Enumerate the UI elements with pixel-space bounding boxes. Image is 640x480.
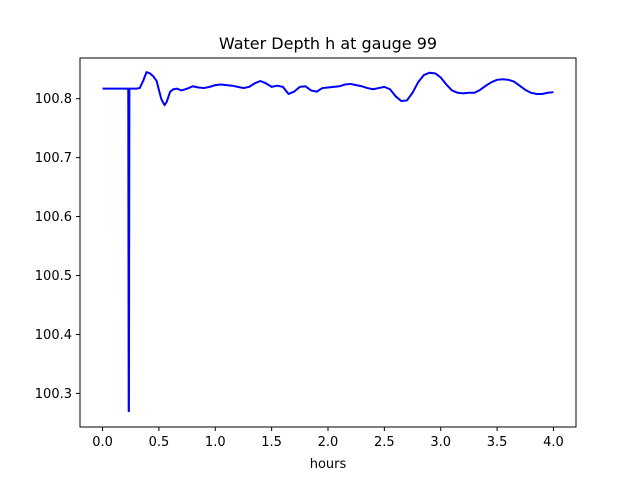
x-tick-label: 0.5 — [149, 435, 170, 450]
x-tick-label: 2.5 — [374, 435, 395, 450]
x-tick-label: 3.5 — [487, 435, 508, 450]
x-tick-label: 4.0 — [543, 435, 564, 450]
plot-area — [102, 71, 554, 413]
y-tick-label: 100.4 — [35, 328, 72, 343]
y-tick-label: 100.3 — [35, 387, 72, 402]
y-tick-label: 100.5 — [35, 269, 72, 284]
x-tick-label: 1.5 — [261, 435, 282, 450]
y-axis: 100.3 100.4 100.5 100.6 100.7 100.8 — [35, 92, 80, 402]
y-tick-label: 100.6 — [35, 210, 72, 225]
x-axis: 0.0 0.5 1.0 1.5 2.0 2.5 3.0 3.5 4.0 — [92, 427, 564, 450]
x-axis-label: hours — [310, 457, 347, 472]
chart-title: Water Depth h at gauge 99 — [219, 34, 437, 53]
axes-frame — [79, 57, 577, 428]
x-tick-label: 3.0 — [430, 435, 451, 450]
series-line-0 — [102, 71, 554, 413]
y-tick-label: 100.8 — [35, 92, 72, 107]
x-tick-label: 0.0 — [92, 435, 113, 450]
x-tick-label: 2.0 — [318, 435, 339, 450]
y-tick-label: 100.7 — [35, 151, 72, 166]
x-tick-label: 1.0 — [205, 435, 226, 450]
